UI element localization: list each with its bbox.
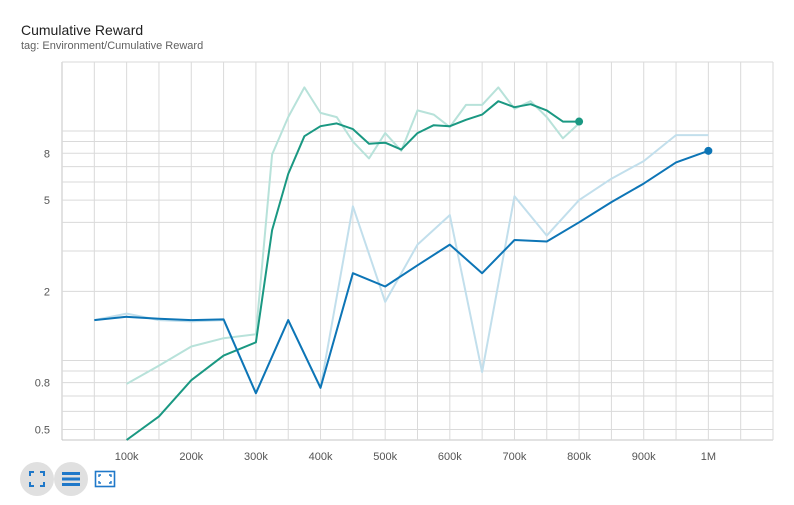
y-tick-label: 0.5 (35, 425, 50, 437)
fit-domain-button[interactable] (20, 462, 54, 496)
y-tick-label: 2 (44, 286, 50, 298)
x-tick-label: 300k (244, 451, 268, 463)
x-tick-label: 400k (309, 451, 333, 463)
toggle-log-scale-icon (62, 472, 80, 486)
x-tick-label: 600k (438, 451, 462, 463)
x-tick-label: 200k (179, 451, 203, 463)
y-tick-label: 0.8 (35, 378, 50, 390)
expand-chart-icon (94, 470, 116, 488)
x-tick-label: 700k (503, 451, 527, 463)
chart-tag: tag: Environment/Cumulative Reward (21, 40, 204, 52)
chart-title: Cumulative Reward (21, 22, 144, 38)
raw-series-line-1 (126, 86, 580, 385)
x-tick-label: 1M (701, 451, 716, 463)
fit-domain-icon (29, 471, 45, 487)
grid (61, 61, 774, 441)
expand-chart-button[interactable] (88, 462, 122, 496)
series-end-point-1 (575, 117, 584, 126)
series-line-2 (94, 149, 709, 395)
x-tick-label: 800k (567, 451, 591, 463)
series-line-1 (126, 100, 580, 441)
raw-series-line-2 (94, 134, 709, 395)
raw-series (94, 86, 709, 395)
toggle-log-scale-button[interactable] (54, 462, 88, 496)
x-tick-label: 500k (373, 451, 397, 463)
axes: 100k 200k 300k 400k 500k 600k 700k 800k 900k 1M 0.… (35, 148, 716, 463)
x-tick-label: 100k (115, 451, 139, 463)
series-end-point-2 (704, 146, 713, 155)
x-tick-label: 900k (632, 451, 656, 463)
chart-toolbar (20, 462, 122, 496)
y-tick-label: 8 (44, 148, 50, 160)
y-tick-label: 5 (44, 195, 50, 207)
smoothed-series (94, 100, 713, 441)
